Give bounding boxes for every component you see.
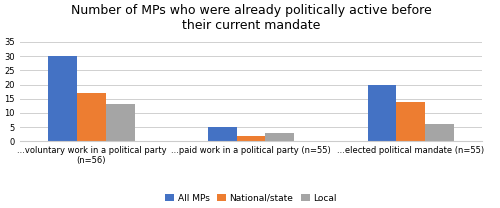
- Bar: [396, 102, 425, 141]
- Bar: [208, 127, 236, 141]
- Bar: [48, 56, 77, 141]
- Bar: [77, 93, 106, 141]
- Bar: [106, 104, 134, 141]
- Title: Number of MPs who were already politically active before
their current mandate: Number of MPs who were already political…: [70, 4, 432, 32]
- Legend: All MPs, National/state, Local: All MPs, National/state, Local: [162, 190, 340, 206]
- Bar: [236, 136, 266, 141]
- Bar: [266, 133, 294, 141]
- Bar: [425, 124, 454, 141]
- Bar: [368, 84, 396, 141]
